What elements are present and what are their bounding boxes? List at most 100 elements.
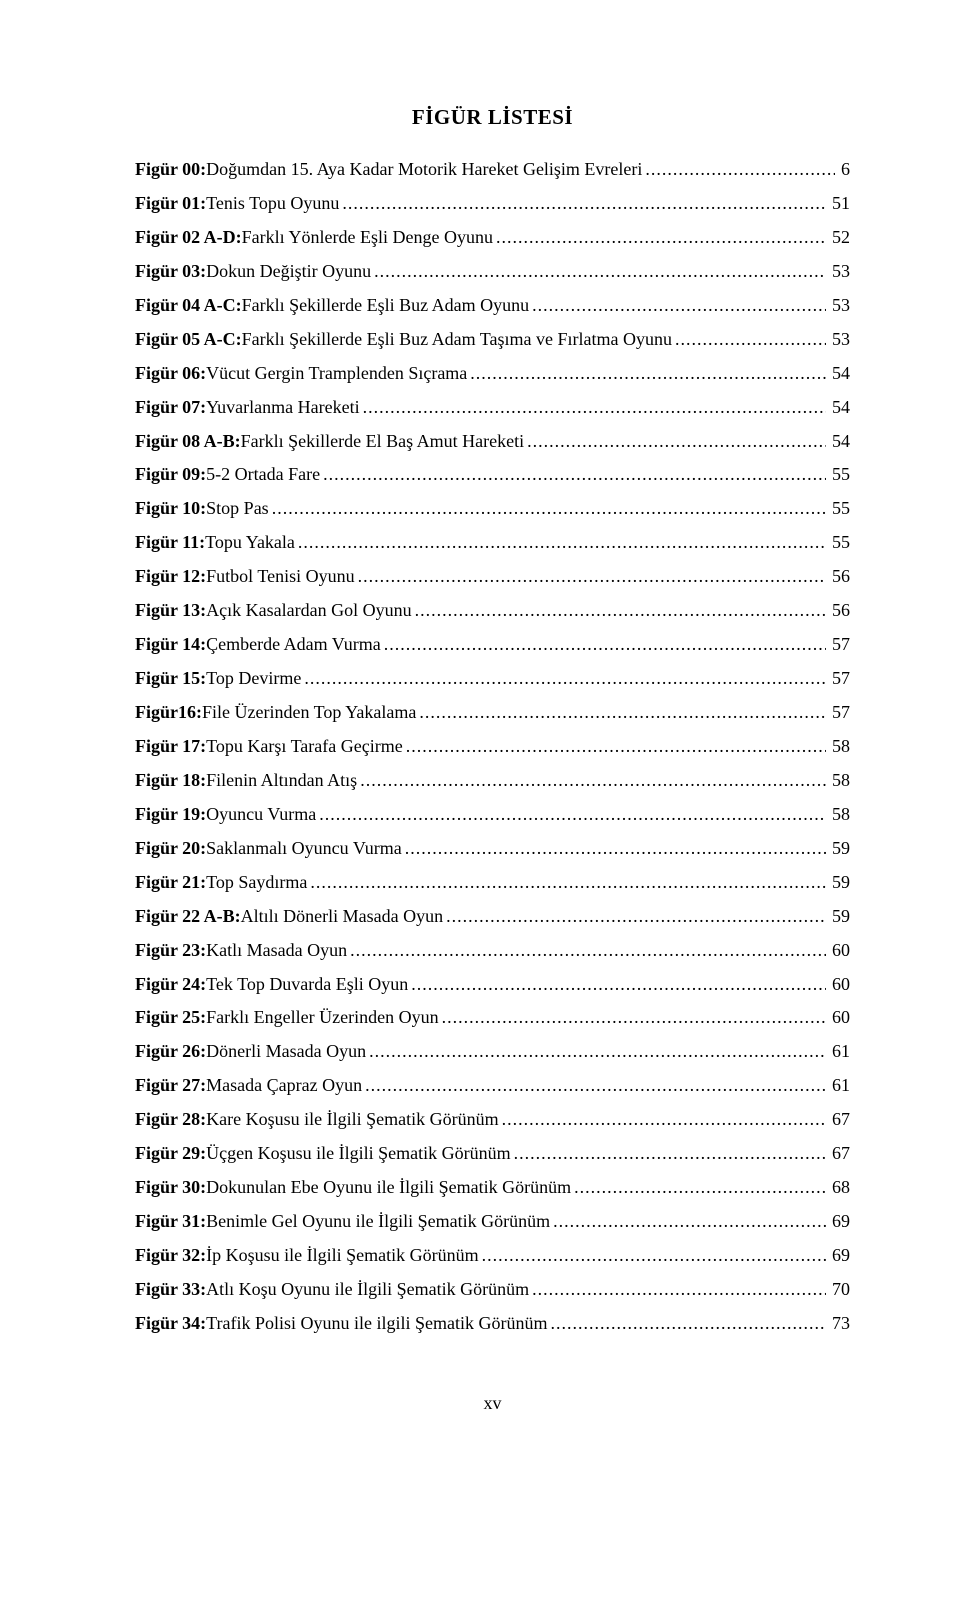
toc-leader-dots [442, 1008, 826, 1027]
toc-entry-text: Saklanmalı Oyuncu Vurma [206, 839, 405, 858]
toc-entry-page: 56 [826, 567, 850, 586]
toc-entry-label: Figür 24: [135, 975, 206, 994]
toc-entry-text: Katlı Masada Oyun [206, 941, 350, 960]
toc-entry-text: Benimle Gel Oyunu ile İlgili Şematik Gör… [206, 1212, 553, 1231]
toc-entry-text: Yuvarlanma Hareketi [206, 398, 362, 417]
toc-entry-label: Figür 20: [135, 839, 206, 858]
toc-leader-dots [532, 1280, 826, 1299]
toc-entry-page: 53 [826, 262, 850, 281]
toc-entry-label: Figür 27: [135, 1076, 206, 1095]
toc-entry-label: Figür 02 A-D: [135, 228, 242, 247]
toc-entry-label: Figür 26: [135, 1042, 206, 1061]
figure-list: Figür 00: Doğumdan 15. Aya Kadar Motorik… [135, 160, 850, 1333]
toc-entry-label: Figür 06: [135, 364, 206, 383]
toc-entry-page: 55 [826, 465, 850, 484]
toc-entry-label: Figür 08 A-B: [135, 432, 241, 451]
toc-entry-text: Filenin Altından Atış [206, 771, 360, 790]
toc-entry-text: Futbol Tenisi Oyunu [206, 567, 357, 586]
toc-row: Figür 06: Vücut Gergin Tramplenden Sıçra… [135, 364, 850, 383]
toc-entry-text: Stop Pas [206, 499, 272, 518]
page-title: FİGÜR LİSTESİ [135, 105, 850, 130]
toc-row: Figür 20: Saklanmalı Oyuncu Vurma59 [135, 839, 850, 858]
toc-entry-label: Figür 01: [135, 194, 206, 213]
toc-leader-dots [419, 703, 826, 722]
toc-entry-label: Figür 05 A-C: [135, 330, 242, 349]
toc-leader-dots [358, 567, 826, 586]
toc-entry-page: 69 [826, 1246, 850, 1265]
toc-entry-text: Tenis Topu Oyunu [206, 194, 342, 213]
toc-entry-text: Topu Karşı Tarafa Geçirme [206, 737, 406, 756]
toc-leader-dots [369, 1042, 826, 1061]
toc-entry-label: Figür 22 A-B: [135, 907, 241, 926]
toc-entry-text: Vücut Gergin Tramplenden Sıçrama [206, 364, 470, 383]
toc-row: Figür16: File Üzerinden Top Yakalama57 [135, 703, 850, 722]
toc-entry-page: 60 [826, 1008, 850, 1027]
toc-entry-text: Kare Koşusu ile İlgili Şematik Görünüm [206, 1110, 501, 1129]
toc-entry-label: Figür 10: [135, 499, 206, 518]
toc-row: Figür 29: Üçgen Koşusu ile İlgili Şemati… [135, 1144, 850, 1163]
toc-leader-dots [482, 1246, 826, 1265]
toc-leader-dots [411, 975, 826, 994]
toc-entry-text: Trafik Polisi Oyunu ile ilgili Şematik G… [206, 1314, 550, 1333]
toc-leader-dots [363, 398, 826, 417]
toc-entry-text: Tek Top Duvarda Eşli Oyun [206, 975, 411, 994]
toc-leader-dots [502, 1110, 826, 1129]
toc-entry-label: Figür 31: [135, 1212, 206, 1231]
toc-entry-page: 55 [826, 499, 850, 518]
toc-entry-label: Figür 18: [135, 771, 206, 790]
toc-entry-page: 58 [826, 737, 850, 756]
toc-leader-dots [553, 1212, 826, 1231]
toc-entry-text: Farklı Şekillerde Eşli Buz Adam Taşıma v… [242, 330, 675, 349]
toc-entry-label: Figür 13: [135, 601, 206, 620]
toc-entry-label: Figür 04 A-C: [135, 296, 242, 315]
toc-leader-dots [342, 194, 826, 213]
toc-leader-dots [319, 805, 826, 824]
toc-row: Figür 21: Top Saydırma59 [135, 873, 850, 892]
toc-row: Figür 05 A-C: Farklı Şekillerde Eşli Buz… [135, 330, 850, 349]
toc-row: Figür 32: İp Koşusu ile İlgili Şematik G… [135, 1246, 850, 1265]
toc-entry-label: Figür16: [135, 703, 202, 722]
toc-entry-text: Çemberde Adam Vurma [206, 635, 384, 654]
toc-entry-page: 69 [826, 1212, 850, 1231]
toc-row: Figür 10: Stop Pas 55 [135, 499, 850, 518]
toc-leader-dots [360, 771, 826, 790]
toc-entry-text: Farklı Şekillerde Eşli Buz Adam Oyunu [242, 296, 532, 315]
toc-entry-page: 68 [826, 1178, 850, 1197]
toc-row: Figür 11: Topu Yakala55 [135, 533, 850, 552]
toc-entry-text: Topu Yakala [205, 533, 298, 552]
toc-leader-dots [323, 465, 826, 484]
toc-entry-text: Doğumdan 15. Aya Kadar Motorik Hareket G… [206, 160, 645, 179]
toc-leader-dots [304, 669, 826, 688]
toc-entry-label: Figür 12: [135, 567, 206, 586]
toc-row: Figür 02 A-D: Farklı Yönlerde Eşli Denge… [135, 228, 850, 247]
toc-entry-page: 53 [826, 330, 850, 349]
toc-entry-page: 54 [826, 398, 850, 417]
toc-leader-dots [310, 873, 826, 892]
toc-row: Figür 08 A-B: Farklı Şekillerde El Baş A… [135, 432, 850, 451]
toc-entry-label: Figür 03: [135, 262, 206, 281]
toc-leader-dots [551, 1314, 826, 1333]
toc-entry-page: 70 [826, 1280, 850, 1299]
toc-entry-page: 57 [826, 669, 850, 688]
toc-entry-text: Farklı Yönlerde Eşli Denge Oyunu [242, 228, 496, 247]
toc-entry-label: Figür 07: [135, 398, 206, 417]
toc-entry-text: Dokun Değiştir Oyunu [206, 262, 374, 281]
toc-leader-dots [384, 635, 826, 654]
toc-entry-page: 57 [826, 635, 850, 654]
toc-row: Figür 33: Atlı Koşu Oyunu ile İlgili Şem… [135, 1280, 850, 1299]
toc-row: Figür 07: Yuvarlanma Hareketi 54 [135, 398, 850, 417]
toc-row: Figür 27: Masada Çapraz Oyun61 [135, 1076, 850, 1095]
toc-entry-text: File Üzerinden Top Yakalama [202, 703, 419, 722]
toc-entry-page: 60 [826, 975, 850, 994]
toc-entry-page: 67 [826, 1110, 850, 1129]
toc-row: Figür 22 A-B: Altılı Dönerli Masada Oyun… [135, 907, 850, 926]
toc-leader-dots [527, 432, 826, 451]
toc-entry-label: Figür 29: [135, 1144, 206, 1163]
toc-leader-dots [514, 1144, 826, 1163]
toc-entry-label: Figür 23: [135, 941, 206, 960]
toc-entry-text: Dönerli Masada Oyun [206, 1042, 369, 1061]
toc-entry-text: Top Saydırma [206, 873, 310, 892]
toc-entry-label: Figür 21: [135, 873, 206, 892]
toc-row: Figür 31: Benimle Gel Oyunu ile İlgili Ş… [135, 1212, 850, 1231]
page-number: xv [135, 1393, 850, 1414]
